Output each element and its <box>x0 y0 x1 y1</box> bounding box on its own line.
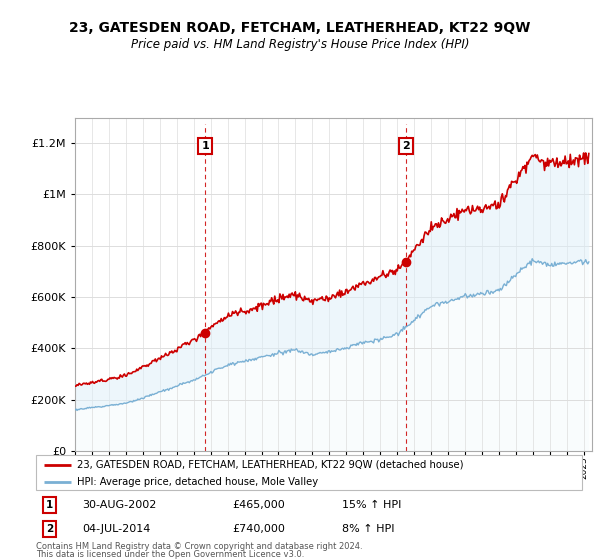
Text: This data is licensed under the Open Government Licence v3.0.: This data is licensed under the Open Gov… <box>36 550 304 559</box>
Text: Price paid vs. HM Land Registry's House Price Index (HPI): Price paid vs. HM Land Registry's House … <box>131 38 469 50</box>
Text: 8% ↑ HPI: 8% ↑ HPI <box>342 524 394 534</box>
Text: 04-JUL-2014: 04-JUL-2014 <box>82 524 151 534</box>
Text: 30-AUG-2002: 30-AUG-2002 <box>82 500 157 510</box>
Text: 2: 2 <box>402 141 410 151</box>
Text: 15% ↑ HPI: 15% ↑ HPI <box>342 500 401 510</box>
FancyBboxPatch shape <box>36 455 582 490</box>
Text: 2: 2 <box>46 524 53 534</box>
Text: HPI: Average price, detached house, Mole Valley: HPI: Average price, detached house, Mole… <box>77 477 318 487</box>
Text: £740,000: £740,000 <box>233 524 286 534</box>
Text: 1: 1 <box>46 500 53 510</box>
Text: 23, GATESDEN ROAD, FETCHAM, LEATHERHEAD, KT22 9QW: 23, GATESDEN ROAD, FETCHAM, LEATHERHEAD,… <box>70 21 530 35</box>
Text: 23, GATESDEN ROAD, FETCHAM, LEATHERHEAD, KT22 9QW (detached house): 23, GATESDEN ROAD, FETCHAM, LEATHERHEAD,… <box>77 460 463 470</box>
Text: 1: 1 <box>201 141 209 151</box>
Text: £465,000: £465,000 <box>233 500 286 510</box>
Text: Contains HM Land Registry data © Crown copyright and database right 2024.: Contains HM Land Registry data © Crown c… <box>36 542 362 551</box>
